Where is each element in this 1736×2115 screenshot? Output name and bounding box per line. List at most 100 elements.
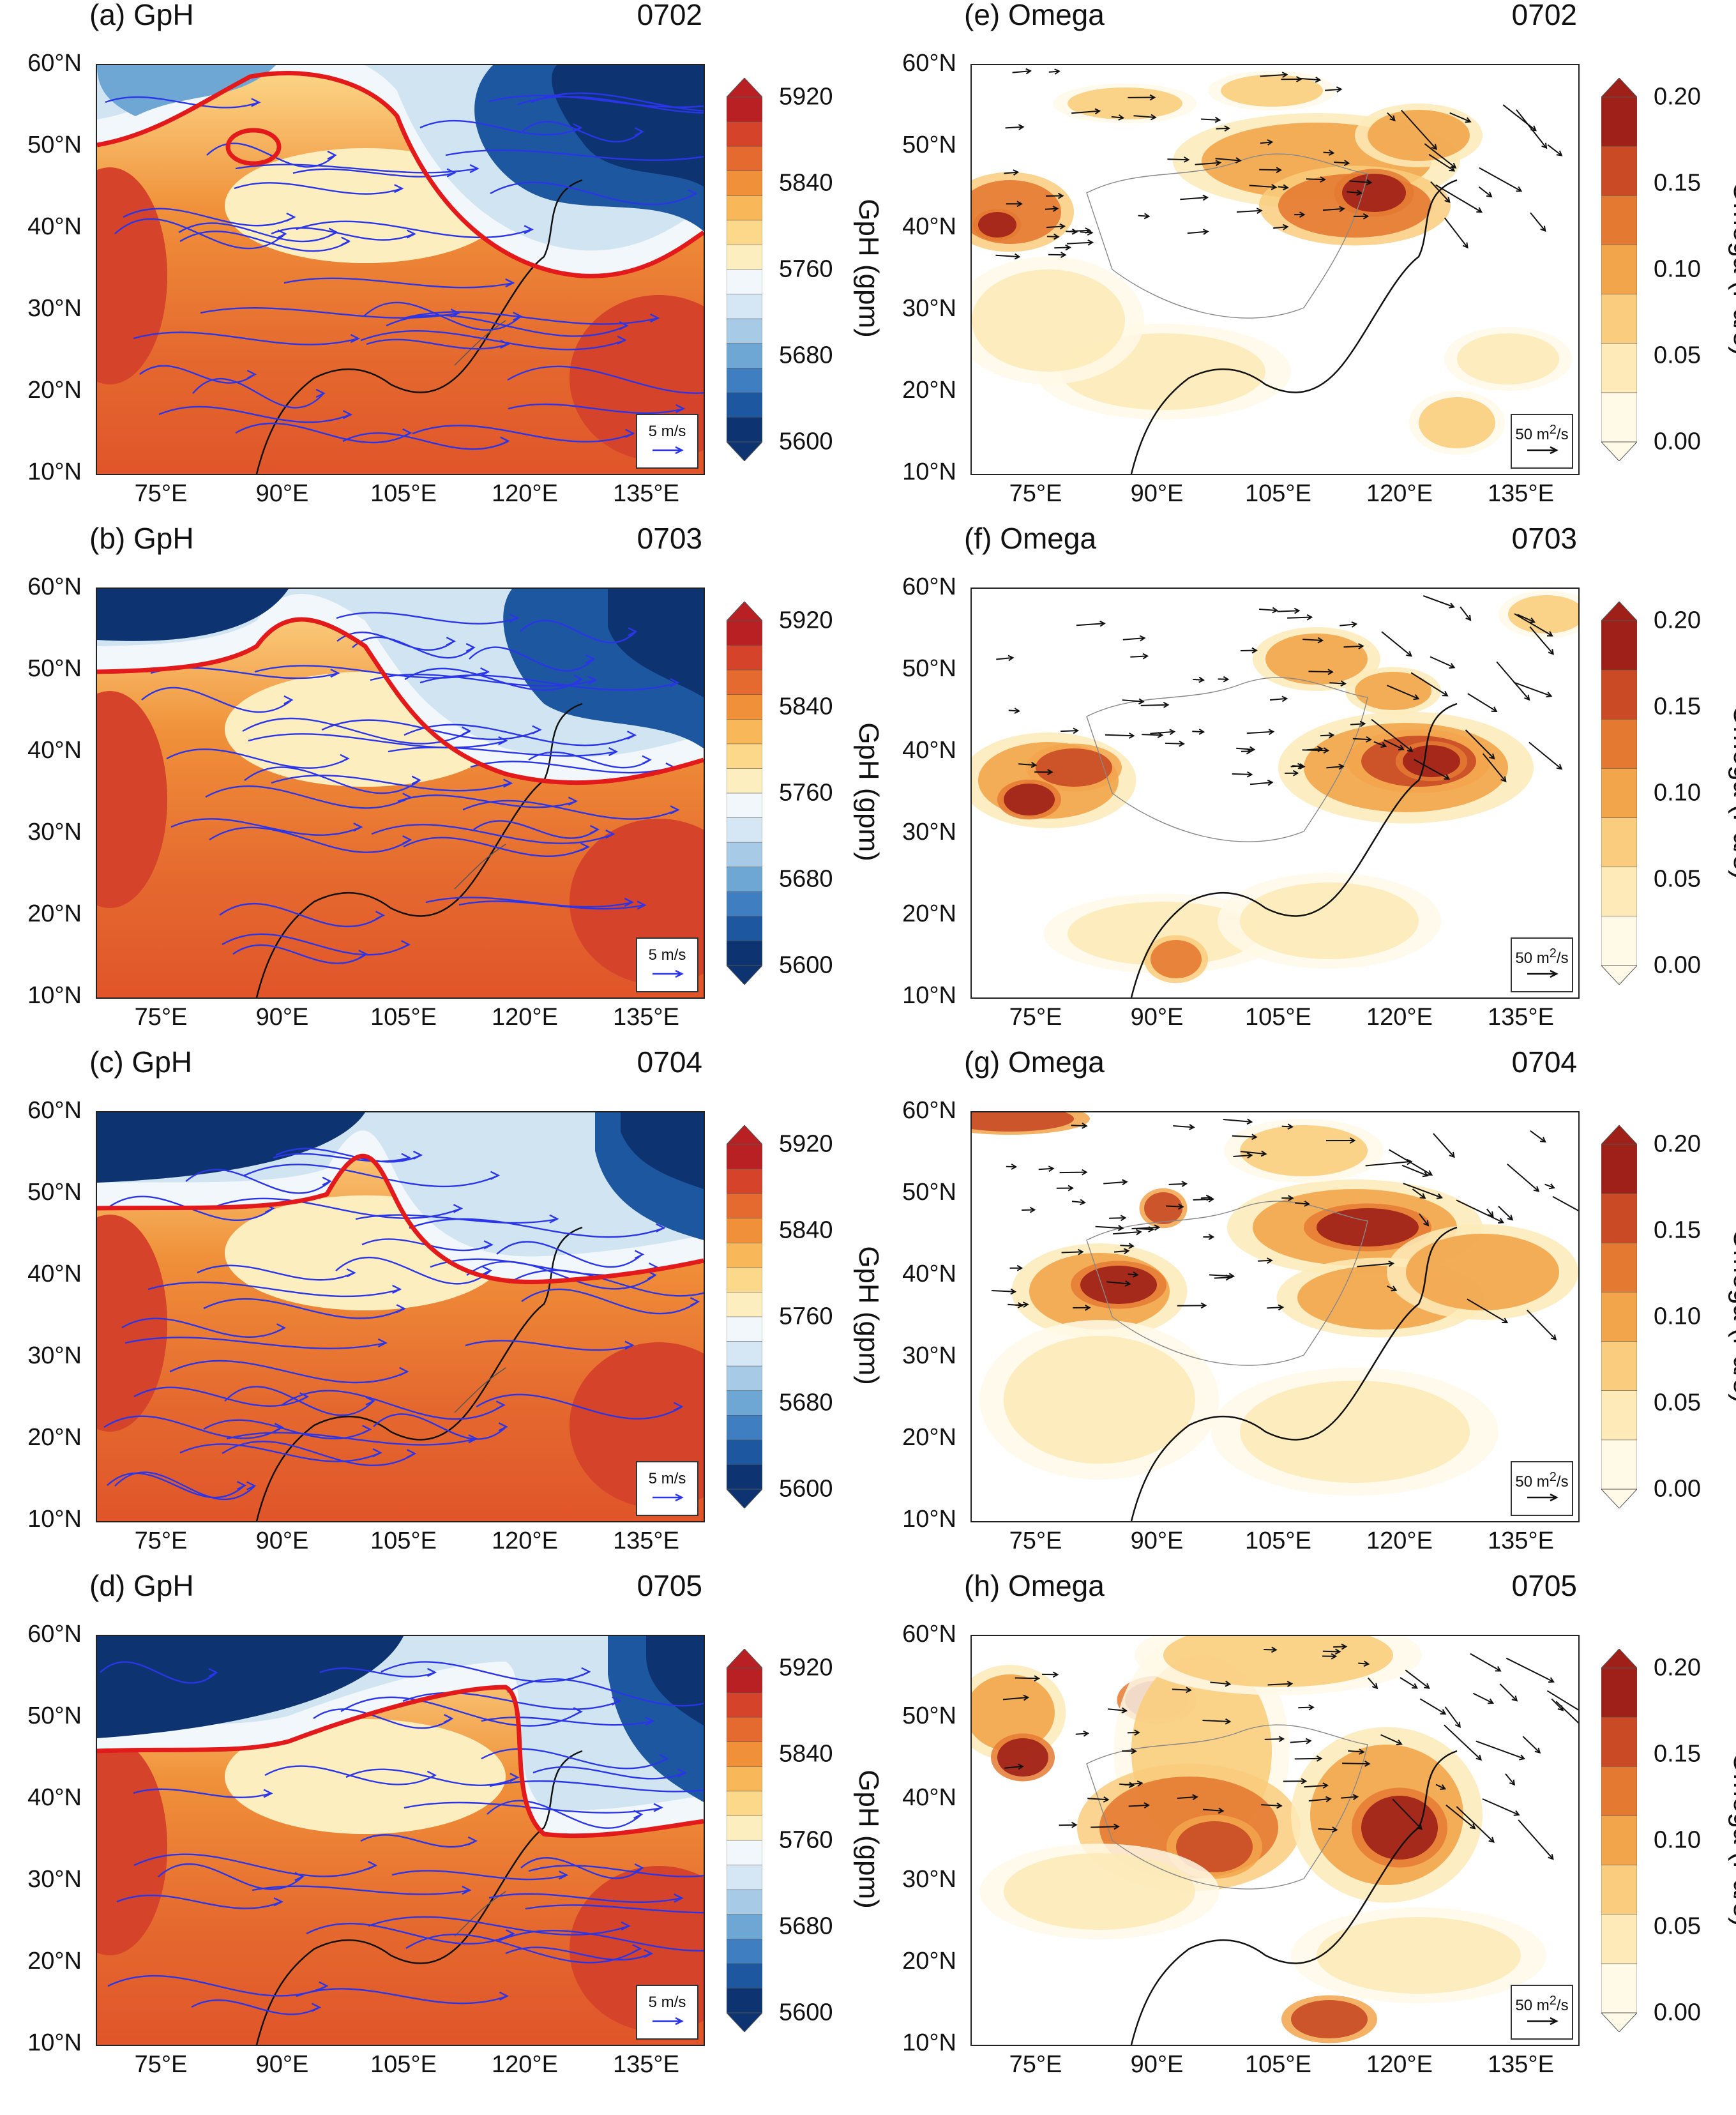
streamline-arrowhead	[632, 1944, 642, 1953]
reference-vector-box: 50 m2/s	[1511, 937, 1573, 992]
flux-vector	[1517, 614, 1535, 623]
flux-vector-head	[1148, 1226, 1154, 1232]
reference-vector-label: 50 m2/s	[1512, 1470, 1572, 1491]
streamline	[205, 785, 411, 809]
flux-vector-head	[1267, 139, 1274, 146]
flux-vector	[1449, 112, 1471, 123]
omega-blob	[1004, 1853, 1195, 1930]
flux-vector-head	[1128, 732, 1135, 739]
flux-vector	[1087, 1798, 1108, 1801]
flux-vector	[1166, 1205, 1183, 1208]
lat-tick-label: 20°N	[902, 900, 956, 927]
streamline-arrowhead	[350, 334, 360, 344]
lon-tick-label: 135°E	[613, 2051, 679, 2078]
flux-vector	[1496, 661, 1530, 701]
omega-blob	[1144, 1192, 1182, 1224]
streamline-arrowhead	[612, 1696, 622, 1706]
flux-vector-head	[1431, 144, 1438, 151]
ref-unit-base: 50 m	[1515, 1473, 1550, 1490]
colorbar-band	[726, 941, 763, 966]
omega-blob	[1036, 748, 1112, 787]
lat-tick-label: 30°N	[27, 1342, 82, 1369]
flux-vector-head	[1540, 1137, 1546, 1143]
flux-vector	[1232, 1135, 1257, 1138]
lat-tick-label: 20°N	[27, 900, 82, 927]
colorbar-band	[726, 1717, 763, 1743]
colorbar-band	[726, 620, 763, 646]
flux-vector	[1486, 1208, 1494, 1217]
lon-tick-label: 135°E	[613, 1528, 679, 1554]
flux-vector-head	[1352, 1794, 1359, 1800]
flux-vector	[1320, 734, 1334, 737]
flux-vector	[1456, 1199, 1504, 1224]
lon-tick-label: 90°E	[1130, 1528, 1184, 1554]
flux-vector-head	[1124, 1280, 1131, 1287]
streamline	[211, 1197, 462, 1219]
flux-vector	[1414, 759, 1449, 780]
trough-blob	[97, 589, 289, 641]
colorbar-tick-label: 0.15	[1654, 693, 1701, 720]
colorbar-top-arrow	[1600, 1125, 1638, 1145]
flux-vector-head	[1556, 764, 1563, 770]
lat-tick-label: 10°N	[902, 982, 956, 1009]
colorbar-band	[1601, 96, 1638, 147]
colorbar-band	[726, 220, 763, 246]
flux-vector	[1547, 144, 1562, 156]
flux-vector-head	[1008, 655, 1015, 662]
flux-vector	[1264, 1738, 1284, 1740]
streamline	[254, 665, 489, 679]
streamline-arrowhead	[674, 1402, 684, 1411]
flux-vector-head	[1498, 1218, 1505, 1224]
flux-vector	[1018, 763, 1036, 766]
streamline-arrowhead	[394, 184, 404, 193]
panel-title: (b) GpH	[89, 522, 194, 555]
colorbar-tick-label: 5840	[779, 169, 833, 197]
omega-blob	[1403, 745, 1460, 777]
colorbar	[1600, 601, 1638, 985]
colorbar-tick-label: 5680	[779, 865, 833, 893]
streamline	[425, 897, 633, 908]
streamline	[105, 96, 260, 109]
colorbar-band	[726, 245, 763, 270]
streamline	[528, 1865, 704, 1877]
colorbar-tick-label: 0.00	[1654, 951, 1701, 979]
flux-vector-head	[1306, 614, 1313, 621]
panel-g: (g) Omega 0704 60°N 50°N 40°N 30°N 20°N 10°N 75°…	[875, 1045, 1736, 1558]
lat-tick-label: 10°N	[27, 2029, 82, 2056]
colorbar-band	[1601, 146, 1638, 196]
flux-vector	[1322, 1650, 1340, 1653]
flux-vector	[1552, 1195, 1578, 1211]
flux-vector-head	[1276, 167, 1283, 174]
flux-vector	[1502, 104, 1536, 131]
streamline-arrowhead	[407, 1449, 417, 1459]
lon-tick-label: 120°E	[492, 2051, 558, 2078]
trough-blob	[552, 65, 704, 186]
colorbar-band	[1601, 1292, 1638, 1342]
streamline-arrowhead	[690, 1297, 700, 1307]
streamline	[235, 422, 411, 444]
streamline	[404, 724, 635, 747]
omega-blob	[997, 1738, 1048, 1777]
flux-vector	[1195, 162, 1221, 165]
flux-vector-head	[1412, 1683, 1419, 1689]
ref-unit-base: 50 m	[1515, 950, 1550, 967]
lon-tick-label: 120°E	[1366, 1528, 1433, 1554]
streamline-arrowhead	[467, 1836, 478, 1846]
flux-vector-head	[1082, 1169, 1088, 1176]
flux-vector	[1465, 729, 1495, 759]
flux-vector-head	[1034, 1675, 1041, 1682]
flux-vector	[1216, 127, 1230, 130]
streamline-arrowhead	[402, 835, 412, 845]
reference-vector-box: 5 m/s	[636, 937, 698, 992]
reference-vector-box: 50 m2/s	[1511, 414, 1573, 469]
panel-title: (d) GpH	[89, 1569, 194, 1602]
flux-vector	[1167, 158, 1189, 161]
flux-vector	[1318, 1828, 1337, 1831]
streamline	[306, 1922, 514, 1945]
reference-arrow	[653, 2017, 684, 2026]
flux-vector	[1008, 709, 1020, 712]
flux-vector	[1193, 1198, 1214, 1201]
colorbar-tick-label: 5760	[779, 255, 833, 283]
flux-vector-head	[1486, 192, 1493, 198]
lon-tick-label: 105°E	[1245, 1004, 1311, 1031]
